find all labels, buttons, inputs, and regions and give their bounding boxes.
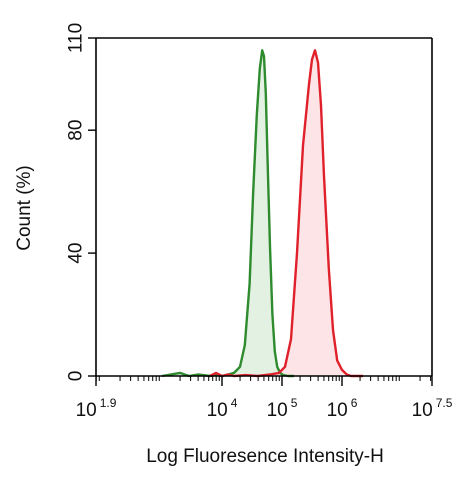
series-2-area [210,50,363,377]
y-axis-ticks: 0 40 80 110 [66,23,96,382]
series-fills [162,50,363,377]
x-tick-exponent: 5 [291,396,298,410]
series-2-line [209,49,363,378]
series-1-line [161,49,294,378]
x-tick-base: 10 [207,400,228,421]
x-tick-base: 10 [267,400,288,421]
x-axis-ticks: 10 1.9 10 4 10 5 10 6 10 7.5 [76,376,453,421]
x-tick-label: 10 5 [267,396,298,421]
x-tick-label: 10 4 [207,396,238,421]
x-tick-base: 10 [412,400,433,421]
x-tick-exponent: 7.5 [436,396,453,410]
x-axis-title: Log Fluoresence Intensity-H [146,446,384,467]
x-tick-base: 10 [327,400,348,421]
y-tick-label: 40 [66,243,87,264]
y-tick-label: 80 [66,120,87,141]
x-tick-label: 10 6 [327,396,358,421]
x-tick-label: 10 7.5 [412,396,453,421]
x-tick-base: 10 [76,400,97,421]
y-tick-label: 0 [66,371,87,382]
y-tick-label: 110 [66,23,87,53]
x-tick-label: 10 1.9 [76,396,117,421]
x-tick-exponent: 4 [231,396,238,410]
x-tick-exponent: 1.9 [100,396,117,410]
x-tick-exponent: 6 [351,396,358,410]
y-axis-title: Count (%) [14,165,35,251]
series-1-area [162,50,294,377]
